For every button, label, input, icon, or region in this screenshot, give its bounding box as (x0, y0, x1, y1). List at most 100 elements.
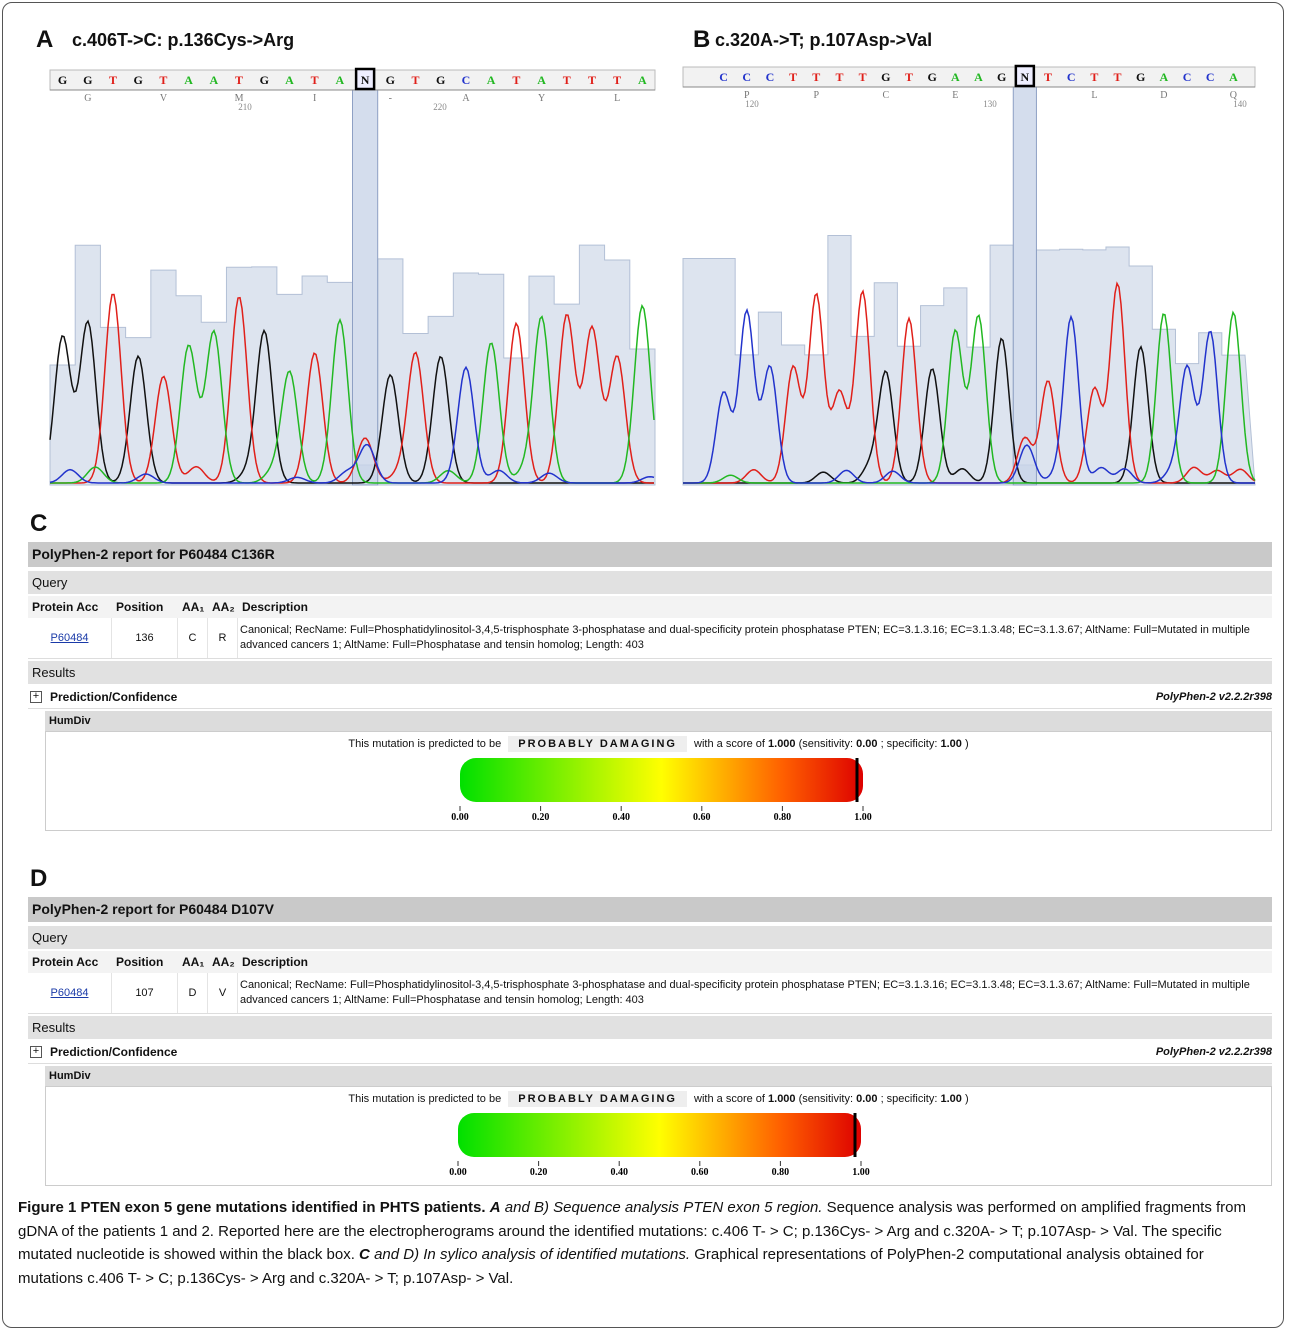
column-header: Position (112, 951, 178, 973)
base: C (766, 70, 775, 84)
base: T (789, 70, 797, 84)
base: G (436, 73, 445, 87)
base: A (638, 73, 647, 87)
base: A (974, 70, 983, 84)
humdiv-bar: HumDiv (45, 1066, 1272, 1086)
amino-acid: Y (538, 93, 545, 104)
scale-tick-label: 0.00 (451, 812, 469, 823)
base: G (1136, 70, 1145, 84)
base: C (742, 70, 751, 84)
position-number: 130 (983, 99, 997, 109)
base: T (159, 73, 167, 87)
report-title: PolyPhen-2 report for P60484 D107V (28, 897, 1272, 922)
amino-acid: A (462, 93, 470, 104)
cell: Canonical; RecName: Full=Phosphatidylino… (238, 618, 1272, 658)
sentence-part: 1.000 (768, 738, 796, 750)
sentence-part: PROBABLY DAMAGING (508, 736, 687, 752)
column-headers: Protein AccPositionAA₁AA₂Description (28, 596, 1272, 618)
sentence-part: PROBABLY DAMAGING (508, 1091, 687, 1107)
caption-part: A (490, 1199, 501, 1216)
scale-tick-label: 1.00 (854, 812, 872, 823)
base: T (109, 73, 117, 87)
scale-tick-label: 1.00 (852, 1167, 870, 1178)
cell: C (178, 618, 208, 658)
position-number: 210 (238, 102, 252, 112)
sentence-part: 0.00 (856, 738, 877, 750)
base: G (83, 73, 92, 87)
sentence-part: 1.00 (940, 1093, 961, 1105)
column-header: AA₂ (208, 596, 238, 618)
prediction-sentence: This mutation is predicted to be PROBABL… (46, 1091, 1271, 1107)
base: G (927, 70, 936, 84)
sentence-part: 0.00 (856, 1093, 877, 1105)
base: T (1044, 70, 1052, 84)
humdiv-box: This mutation is predicted to be PROBABL… (45, 731, 1272, 831)
base: T (859, 70, 867, 84)
caption-part: Figure 1 PTEN exon 5 gene mutations iden… (18, 1199, 486, 1216)
scale-tick-label: 0.60 (693, 812, 711, 823)
caption-part: and B) (505, 1199, 549, 1216)
panel-label: C (30, 510, 47, 538)
expand-icon[interactable]: + (30, 691, 42, 703)
base: A (210, 73, 219, 87)
base: C (1183, 70, 1192, 84)
base: G (260, 73, 269, 87)
base: G (386, 73, 395, 87)
base: C (719, 70, 728, 84)
electropherograms: GGTGTAATGATANGTGCATATTTAGVMI-AYL210220CC… (0, 0, 1290, 500)
panel-label: A (36, 26, 53, 54)
amino-acid: E (952, 90, 958, 101)
base: T (613, 73, 621, 87)
column-header: AA₁ (178, 596, 208, 618)
prediction-sentence: This mutation is predicted to be PROBABL… (46, 736, 1271, 752)
base: A (537, 73, 546, 87)
position-number: 220 (433, 102, 447, 112)
score-bar (458, 1113, 861, 1157)
amino-acid: C (882, 90, 889, 101)
cell[interactable]: P60484 (28, 973, 112, 1013)
base: N (361, 73, 370, 87)
panel-label: B (693, 26, 710, 54)
cell: V (208, 973, 238, 1013)
scale-tick-label: 0.80 (774, 812, 792, 823)
position-number: 120 (745, 99, 759, 109)
prediction-row: +Prediction/ConfidencePolyPhen-2 v2.2.2r… (28, 686, 1272, 709)
column-header: AA₁ (178, 951, 208, 973)
scale-tick-label: 0.80 (772, 1167, 790, 1178)
scale-tick-label: 0.20 (530, 1167, 548, 1178)
prediction-label: Prediction/Confidence (50, 686, 177, 708)
score-bar (460, 758, 863, 802)
sentence-part: ) (965, 738, 969, 750)
query-bar: Query (28, 926, 1272, 949)
base: T (812, 70, 820, 84)
base: C (1067, 70, 1076, 84)
cell[interactable]: P60484 (28, 618, 112, 658)
scale-tick-label: 0.40 (610, 1167, 628, 1178)
caption-part: In sylico analysis of identified mutatio… (423, 1246, 690, 1263)
position-number: 140 (1233, 99, 1247, 109)
score-scale: 0.000.200.400.600.801.00 (440, 756, 900, 836)
scale-tick-label: 0.20 (532, 812, 550, 823)
amino-acid: - (389, 93, 392, 104)
sentence-part: with a score of (694, 738, 765, 750)
caption-part: C (359, 1246, 370, 1263)
base: T (1090, 70, 1098, 84)
cell: 136 (112, 618, 178, 658)
expand-icon[interactable]: + (30, 1046, 42, 1058)
version: PolyPhen-2 v2.2.2r398 (1156, 1041, 1272, 1063)
amino-acid: I (313, 93, 316, 104)
sentence-part: with a score of (694, 1093, 765, 1105)
report-title: PolyPhen-2 report for P60484 C136R (28, 542, 1272, 567)
base: A (1160, 70, 1169, 84)
base: T (412, 73, 420, 87)
mutation-highlight (1013, 67, 1036, 485)
prediction-row: +Prediction/ConfidencePolyPhen-2 v2.2.2r… (28, 1041, 1272, 1064)
query-row: P60484107DVCanonical; RecName: Full=Phos… (28, 973, 1272, 1014)
mutation-highlight (353, 70, 378, 485)
base: C (1206, 70, 1215, 84)
query-bar: Query (28, 571, 1272, 594)
base: T (512, 73, 520, 87)
column-header: Protein Acc (28, 951, 112, 973)
column-header: Position (112, 596, 178, 618)
